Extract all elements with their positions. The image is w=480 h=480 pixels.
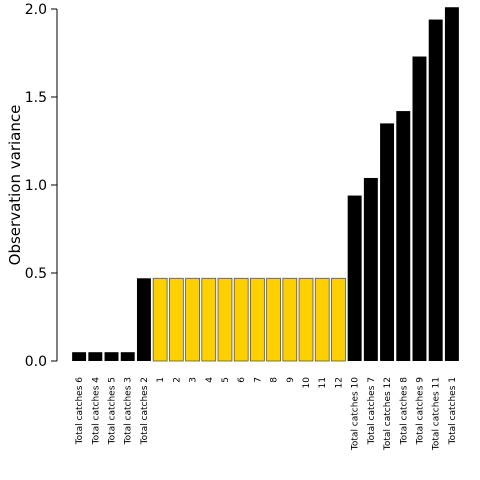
- y-axis-title: Observation variance: [6, 105, 24, 266]
- bar-13: [266, 277, 281, 362]
- bar-11: [233, 277, 249, 362]
- bar-5: [136, 278, 151, 361]
- x-tick-label-8: 3: [189, 377, 199, 383]
- x-tick-label-18: Total catches 10: [351, 377, 361, 451]
- y-tick-label-4: 2.0: [25, 2, 47, 18]
- bar-20: [380, 123, 395, 362]
- x-tick-label-10: 5: [221, 377, 231, 383]
- y-tick-label-0: 0.0: [25, 354, 47, 370]
- bar-15: [298, 277, 314, 362]
- bar-14: [282, 277, 298, 362]
- x-tick-label-20: Total catches 12: [383, 377, 393, 451]
- x-tick-label-13: 8: [270, 377, 280, 383]
- x-tick-label-23: Total catches 11: [432, 377, 442, 451]
- x-tick-label-17: 12: [334, 377, 344, 388]
- x-axis-labels: Total catches 6 Total catches 4 Total catc…: [75, 377, 458, 451]
- bar-8: [185, 277, 200, 362]
- bar-7: [168, 277, 184, 362]
- bar-21: [396, 111, 411, 361]
- x-tick-label-7: 2: [172, 377, 182, 383]
- bar-3: [104, 352, 119, 361]
- bar-22: [412, 56, 427, 362]
- bar-6: [152, 277, 168, 362]
- x-tick-label-22: Total catches 9: [415, 377, 425, 446]
- x-tick-label-9: 4: [205, 377, 215, 383]
- x-tick-label-6: 1: [156, 377, 166, 383]
- x-tick-label-21: Total catches 8: [399, 377, 409, 446]
- bar-2: [88, 352, 103, 361]
- y-tick-label-3: 1.5: [25, 90, 47, 106]
- bar-23: [428, 19, 443, 362]
- bar-12: [250, 277, 265, 362]
- x-tick-label-12: 7: [253, 377, 263, 383]
- x-tick-label-2: Total catches 4: [91, 377, 101, 446]
- x-tick-label-5: Total catches 2: [140, 377, 150, 445]
- x-tick-label-11: 6: [237, 377, 247, 383]
- y-axis: 0.0 0.5 1.0 1.5 2.0: [25, 2, 58, 370]
- y-tick-label-2: 1.0: [25, 178, 47, 194]
- x-tick-label-24: Total catches 1: [448, 377, 458, 445]
- x-tick-label-14: 9: [286, 377, 296, 383]
- bar-17: [331, 277, 346, 362]
- bar-18: [347, 195, 362, 361]
- bars-group: [72, 7, 459, 362]
- x-tick-label-1: Total catches 6: [75, 377, 85, 446]
- x-tick-label-3: Total catches 5: [108, 377, 118, 445]
- bar-4: [120, 352, 135, 361]
- bar-9: [201, 277, 217, 362]
- bar-16: [314, 277, 330, 362]
- bar-1: [72, 352, 87, 361]
- bar-10: [217, 277, 233, 362]
- bar-24: [444, 7, 459, 362]
- bar-19: [363, 177, 378, 361]
- y-tick-label-1: 0.5: [25, 266, 47, 282]
- x-tick-label-16: 11: [318, 377, 328, 388]
- x-tick-label-4: Total catches 3: [124, 377, 134, 445]
- x-tick-label-15: 10: [302, 377, 312, 389]
- x-tick-label-19: Total catches 7: [367, 377, 377, 445]
